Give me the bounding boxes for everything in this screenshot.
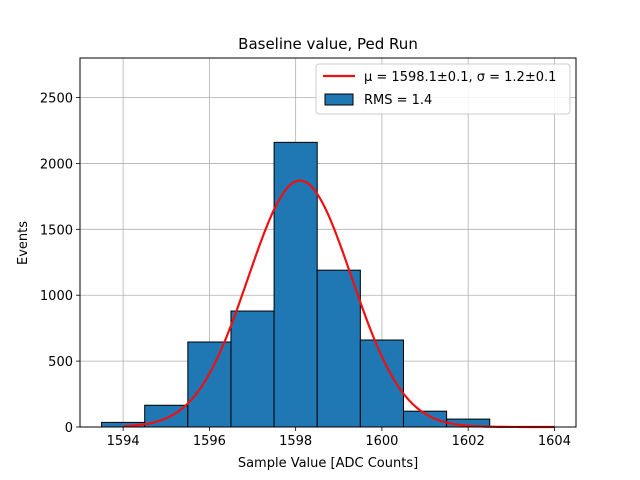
legend-fit-sigma: σ = 1.2±0.1 — [477, 70, 557, 85]
y-axis-ticks: 0 500 1000 1500 2000 2500 — [40, 92, 80, 436]
legend-fit-mu: μ = 1598.1±0.1 — [364, 70, 468, 85]
x-tick-label: 1600 — [365, 434, 398, 449]
x-tick-label: 1604 — [538, 434, 571, 449]
y-tick-label: 1500 — [40, 223, 73, 238]
legend-histogram-swatch — [324, 93, 354, 106]
x-axis-label: Sample Value [ADC Counts] — [238, 456, 418, 471]
y-tick-label: 0 — [65, 421, 73, 436]
y-tick-label: 2000 — [40, 157, 73, 172]
legend-fit-separator: , — [468, 70, 476, 85]
y-tick-label: 1000 — [40, 289, 73, 304]
x-tick-label: 1596 — [193, 434, 226, 449]
chart-title: Baseline value, Ped Run — [238, 35, 418, 53]
histogram-bar — [316, 269, 361, 428]
histogram-bar — [273, 141, 318, 428]
x-tick-label: 1602 — [452, 434, 485, 449]
legend: μ = 1598.1±0.1, σ = 1.2±0.1 RMS = 1.4 — [315, 63, 571, 115]
legend-histogram-label: RMS = 1.4 — [364, 93, 432, 108]
y-tick-label: 500 — [48, 355, 73, 370]
x-axis-ticks: 1594 1596 1598 1600 1602 1604 — [107, 427, 571, 449]
legend-box — [315, 63, 571, 115]
x-tick-label: 1594 — [107, 434, 140, 449]
y-tick-label: 2500 — [40, 92, 73, 107]
histogram-bars — [101, 141, 491, 428]
legend-fit-label: μ = 1598.1±0.1, σ = 1.2±0.1 — [364, 70, 556, 85]
x-tick-label: 1598 — [279, 434, 312, 449]
plot-frame — [79, 57, 577, 428]
histogram-bar — [187, 341, 232, 428]
y-axis-label: Events — [16, 221, 31, 265]
histogram-bar — [230, 310, 275, 428]
